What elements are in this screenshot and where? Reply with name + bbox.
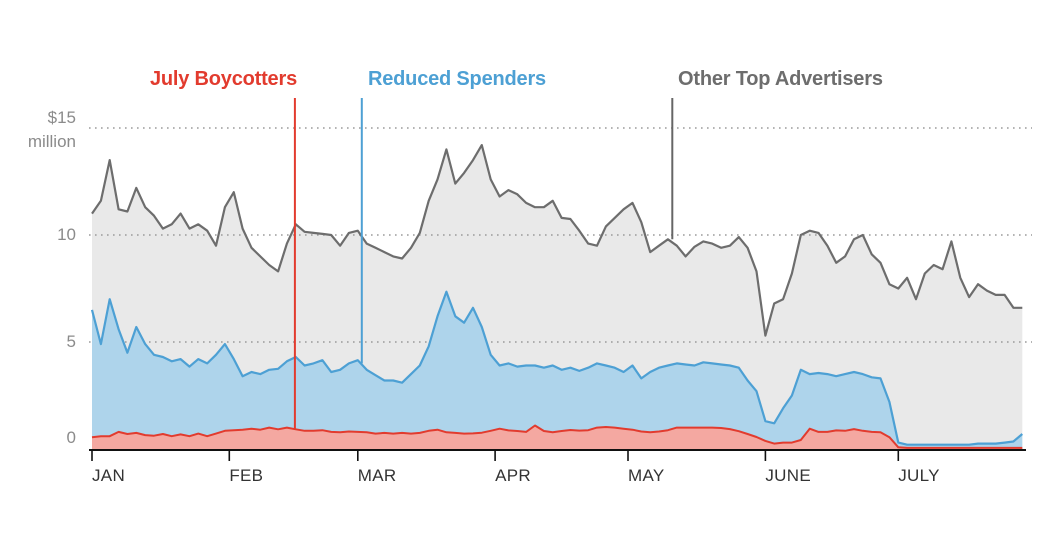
- y-tick-label-5: 5: [66, 332, 76, 351]
- y-tick-label-0: 0: [66, 428, 76, 447]
- x-tick-label-mar: MAR: [357, 466, 397, 485]
- x-tick-label-may: MAY: [628, 466, 665, 485]
- boycotters-line: [91, 424, 1023, 449]
- reduced-area: [92, 291, 1023, 449]
- y-tick-label-10: 10: [57, 225, 76, 244]
- x-tick-label-june: JUNE: [765, 466, 811, 485]
- others-line: [91, 144, 1023, 337]
- legend-other-top-advertisers: Other Top Advertisers: [678, 68, 883, 90]
- reduced-line: [90, 290, 1024, 446]
- y-axis-unit-label: million: [27, 132, 76, 151]
- x-tick-label-july: JULY: [898, 466, 940, 485]
- x-tick-label-apr: APR: [495, 466, 531, 485]
- x-tick-label-feb: FEB: [229, 466, 264, 485]
- legend-july-boycotters: July Boycotters: [149, 68, 297, 90]
- y-tick-label-15: $15: [47, 108, 76, 127]
- legend-reduced-spenders: Reduced Spenders: [368, 68, 546, 90]
- x-tick-label-jan: JAN: [92, 466, 126, 485]
